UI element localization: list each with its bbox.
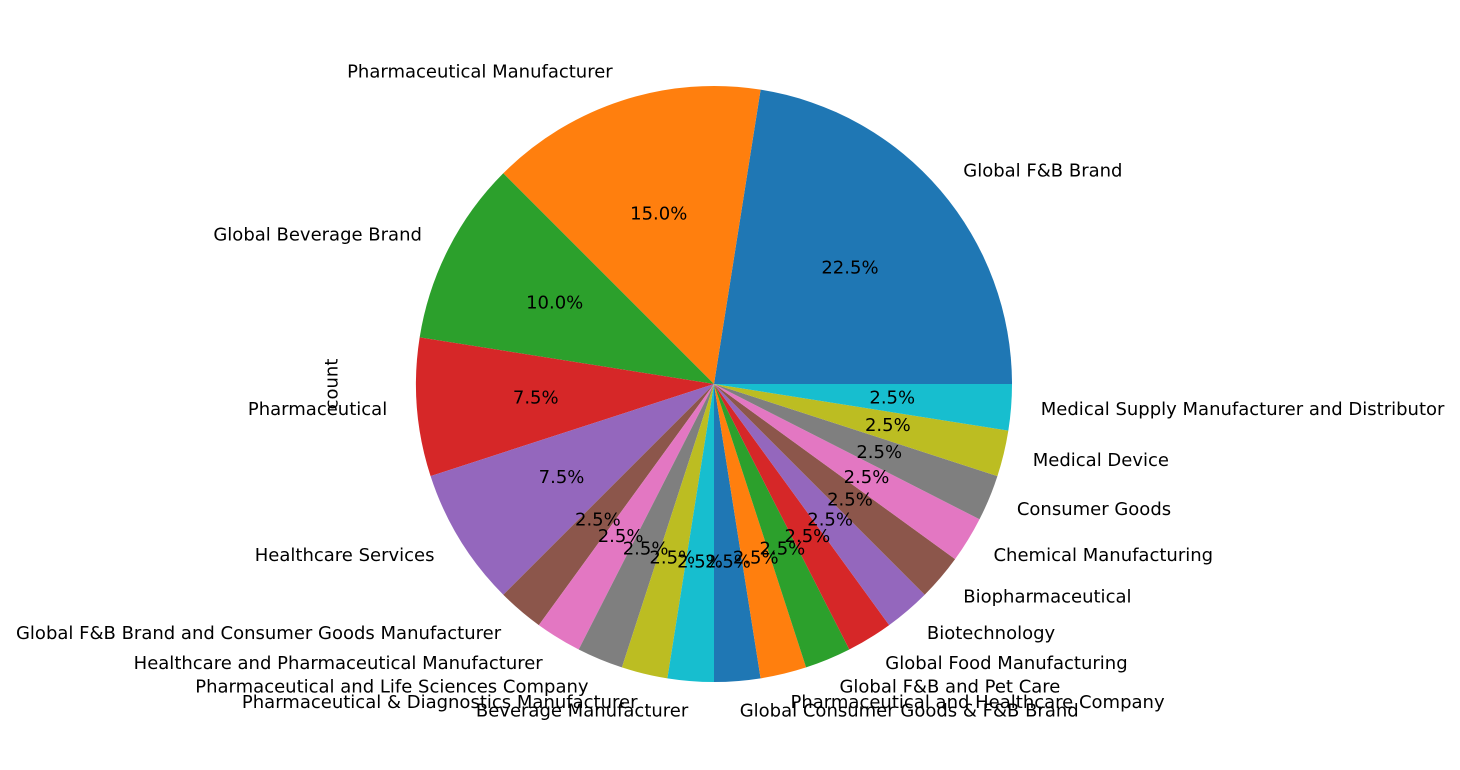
slice-percentage: 2.5% (705, 552, 751, 573)
pie-slice (503, 384, 714, 626)
slice-percentage: 2.5% (869, 388, 915, 409)
slice-label: Pharmaceutical & Diagnostics Manufacture… (242, 692, 638, 713)
slice-label: Global Food Manufacturing (885, 653, 1127, 674)
slice-label: Biopharmaceutical (963, 586, 1131, 607)
slice-percentage: 2.5% (649, 547, 695, 568)
slice-percentage: 10.0% (526, 292, 583, 313)
slice-percentage: 22.5% (821, 257, 878, 278)
pie-slice (714, 384, 925, 626)
slice-label: Global F&B Brand (963, 161, 1122, 182)
slice-percentage: 2.5% (677, 552, 723, 573)
pie-slice (503, 86, 761, 384)
slice-percentage: 2.5% (865, 415, 911, 436)
pie-slice (538, 384, 714, 650)
pie-slice (714, 384, 1012, 431)
slice-percentage: 2.5% (856, 442, 902, 463)
pie-slice (430, 384, 714, 595)
slice-percentage: 2.5% (827, 490, 873, 511)
slice-percentage: 2.5% (575, 509, 621, 530)
slice-label: Pharmaceutical (248, 399, 387, 420)
pie-slice (714, 384, 850, 668)
slice-percentage: 15.0% (630, 203, 687, 224)
slice-label: Global F&B and Pet Care (839, 676, 1060, 697)
slice-label: Beverage Manufacturer (476, 700, 689, 721)
slice-percentage: 2.5% (598, 526, 644, 547)
slice-percentage: 2.5% (760, 539, 806, 560)
pie-slice (578, 384, 714, 668)
slice-label: Healthcare Services (255, 545, 435, 566)
pie-slice (714, 384, 980, 560)
pie-slice (714, 384, 1009, 477)
pie-slice (419, 173, 714, 384)
percentage-labels: 22.5%15.0%10.0%7.5%7.5%2.5%2.5%2.5%2.5%2… (513, 203, 915, 572)
slice-label: Medical Supply Manufacturer and Distribu… (1041, 399, 1445, 420)
slice-label: Global F&B Brand and Consumer Goods Manu… (16, 623, 502, 644)
slice-label: Medical Device (1033, 450, 1169, 471)
pie-slices (416, 86, 1012, 682)
slice-label: Global Consumer Goods & F&B Brand (740, 700, 1079, 721)
category-labels: Global F&B Brand Pharmaceutical Manufactu… (16, 62, 1445, 722)
slice-percentage: 2.5% (623, 539, 669, 560)
pie-slice (714, 384, 761, 682)
slice-percentage: 7.5% (513, 388, 559, 409)
pie-slice (714, 384, 998, 520)
pie-slice (667, 384, 714, 682)
pie-slice (714, 384, 890, 650)
pie-slice (621, 384, 714, 679)
slice-label: Healthcare and Pharmaceutical Manufactur… (134, 653, 544, 674)
slice-label: Global Beverage Brand (213, 225, 422, 246)
slice-percentage: 2.5% (733, 547, 779, 568)
slice-label: Chemical Manufacturing (993, 545, 1213, 566)
slice-percentage: 7.5% (539, 467, 585, 488)
slice-label: Biotechnology (927, 623, 1056, 644)
slice-percentage: 2.5% (807, 509, 853, 530)
slice-label: Pharmaceutical and Healthcare Company (791, 692, 1165, 713)
pie-slice (714, 384, 807, 679)
slice-percentage: 2.5% (785, 526, 831, 547)
y-axis-label: count (322, 359, 343, 410)
slice-percentage: 2.5% (844, 467, 890, 488)
slice-label: Pharmaceutical Manufacturer (347, 62, 613, 83)
pie-slice (714, 89, 1012, 384)
pie-slice (416, 337, 714, 477)
slice-label: Pharmaceutical and Life Sciences Company (195, 676, 589, 697)
pie-slice (714, 384, 956, 595)
slice-label: Consumer Goods (1017, 499, 1171, 520)
